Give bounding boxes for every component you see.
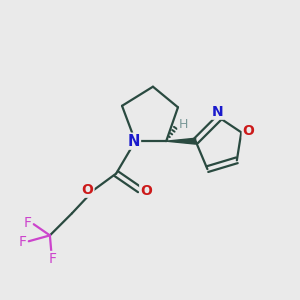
Text: N: N <box>128 134 140 149</box>
Text: O: O <box>243 124 255 138</box>
Text: F: F <box>49 252 57 266</box>
Text: N: N <box>212 105 224 119</box>
Text: O: O <box>140 184 152 198</box>
Polygon shape <box>166 138 196 144</box>
Text: H: H <box>178 118 188 130</box>
Text: F: F <box>23 216 31 230</box>
Text: F: F <box>18 235 26 249</box>
Text: O: O <box>82 183 94 197</box>
